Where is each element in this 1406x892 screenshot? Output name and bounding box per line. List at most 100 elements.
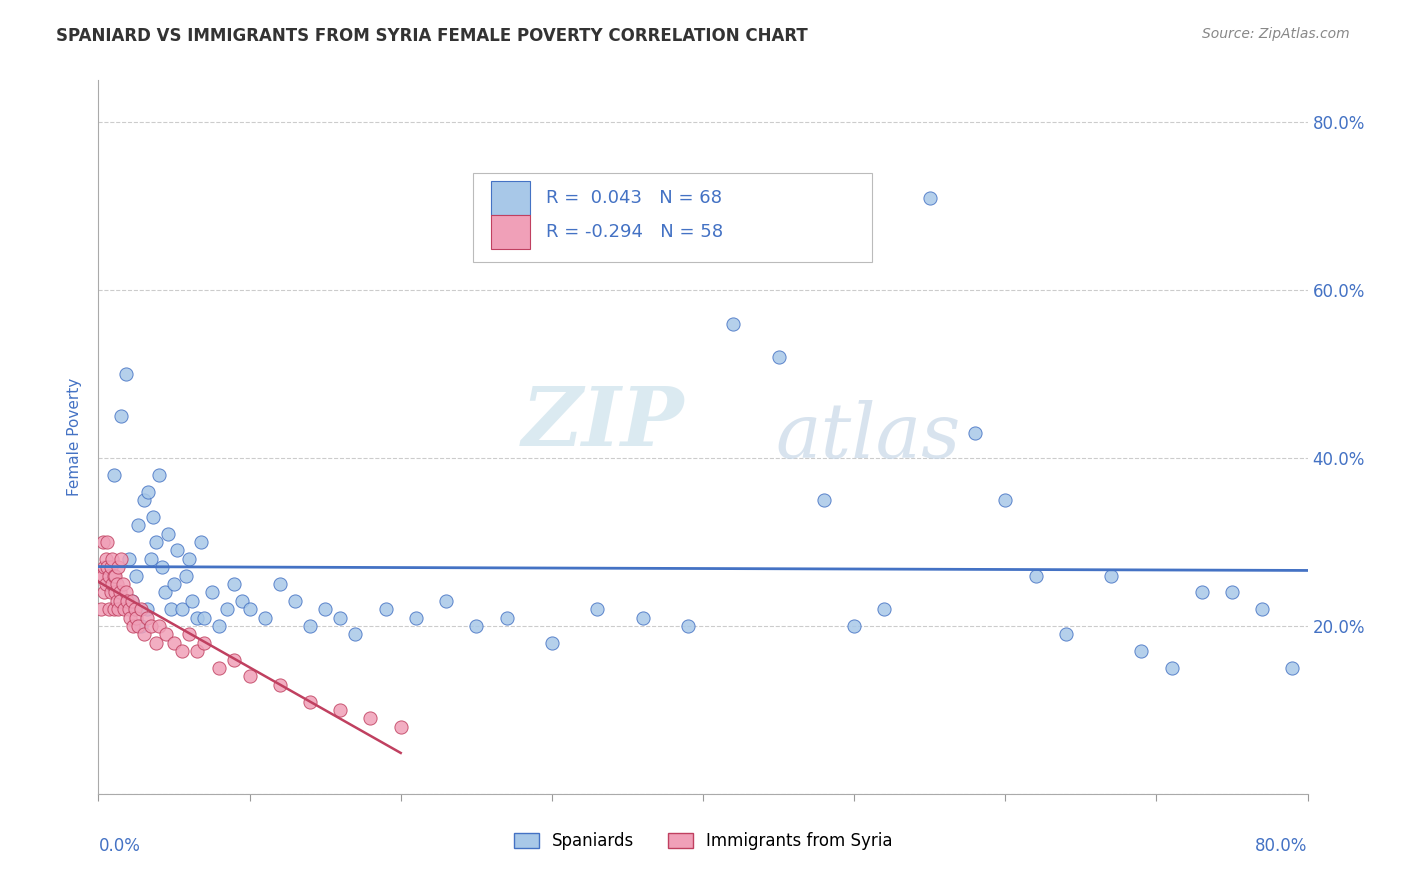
Point (174, 568, 197, 582)
Point (344, 627, 367, 641)
Point (145, 535, 167, 549)
Y-axis label: Female Poverty: Female Poverty (67, 378, 83, 496)
Point (118, 602, 141, 616)
Point (186, 610, 208, 624)
Text: R =  0.043   N = 68: R = 0.043 N = 68 (546, 189, 721, 207)
Point (1251, 602, 1274, 616)
Point (101, 551, 124, 566)
Point (163, 636, 186, 650)
Point (215, 602, 238, 616)
Point (145, 636, 167, 650)
Point (148, 619, 170, 633)
Point (125, 568, 148, 582)
Point (181, 594, 204, 608)
Point (135, 602, 157, 616)
Point (108, 585, 131, 599)
Point (150, 560, 173, 574)
FancyBboxPatch shape (492, 181, 530, 215)
Point (129, 619, 152, 633)
Point (111, 577, 134, 591)
Point (495, 610, 517, 624)
Point (153, 585, 176, 599)
Point (101, 577, 124, 591)
Point (132, 493, 155, 508)
Point (723, 317, 745, 331)
Point (120, 610, 142, 624)
Point (127, 619, 149, 633)
Point (115, 594, 138, 608)
Point (314, 602, 336, 616)
Point (125, 610, 148, 624)
Point (186, 644, 208, 658)
Point (98, 568, 121, 582)
Point (104, 585, 127, 599)
Point (813, 493, 835, 508)
Point (768, 351, 790, 365)
Point (1160, 661, 1182, 675)
Point (110, 551, 132, 566)
Point (208, 619, 231, 633)
Point (374, 602, 396, 616)
Point (329, 610, 352, 624)
Point (114, 367, 136, 381)
Point (96, 560, 118, 574)
Point (239, 669, 262, 683)
Point (918, 191, 941, 205)
Point (231, 594, 253, 608)
Text: 80.0%: 80.0% (1256, 837, 1308, 855)
Point (540, 636, 562, 650)
Point (103, 467, 125, 482)
Point (1130, 644, 1153, 658)
Point (121, 594, 143, 608)
Point (121, 594, 143, 608)
Point (160, 602, 183, 616)
Point (224, 577, 246, 591)
Point (193, 610, 215, 624)
Point (141, 551, 163, 566)
Point (465, 619, 488, 633)
Point (166, 543, 188, 558)
Point (100, 585, 122, 599)
Point (98, 602, 121, 616)
Point (586, 602, 609, 616)
Point (201, 585, 224, 599)
Text: R = -0.294   N = 58: R = -0.294 N = 58 (546, 223, 723, 241)
Point (193, 636, 215, 650)
Point (284, 594, 307, 608)
Text: ZIP: ZIP (522, 383, 685, 463)
Point (127, 518, 149, 533)
Point (135, 610, 157, 624)
Point (163, 577, 186, 591)
Point (994, 493, 1017, 508)
Point (405, 610, 427, 624)
Point (132, 627, 155, 641)
Point (91, 568, 114, 582)
Text: SPANIARD VS IMMIGRANTS FROM SYRIA FEMALE POVERTY CORRELATION CHART: SPANIARD VS IMMIGRANTS FROM SYRIA FEMALE… (56, 27, 808, 45)
Point (965, 425, 987, 440)
Point (94, 551, 117, 566)
FancyBboxPatch shape (492, 215, 530, 250)
Point (1281, 661, 1303, 675)
Text: 0.0%: 0.0% (98, 837, 141, 855)
Point (179, 627, 201, 641)
Point (107, 560, 129, 574)
Text: atlas: atlas (776, 401, 960, 474)
Point (329, 703, 352, 717)
Point (124, 602, 146, 616)
Point (631, 610, 654, 624)
Point (118, 551, 141, 566)
Point (122, 619, 145, 633)
Point (299, 694, 322, 708)
Point (107, 602, 129, 616)
Point (124, 602, 146, 616)
Point (179, 551, 201, 566)
Point (105, 577, 128, 591)
Point (389, 720, 412, 734)
Point (1220, 585, 1243, 599)
Point (100, 560, 122, 574)
Point (91, 535, 114, 549)
Point (299, 619, 322, 633)
Point (114, 585, 136, 599)
Point (360, 711, 382, 725)
Point (1054, 627, 1077, 641)
